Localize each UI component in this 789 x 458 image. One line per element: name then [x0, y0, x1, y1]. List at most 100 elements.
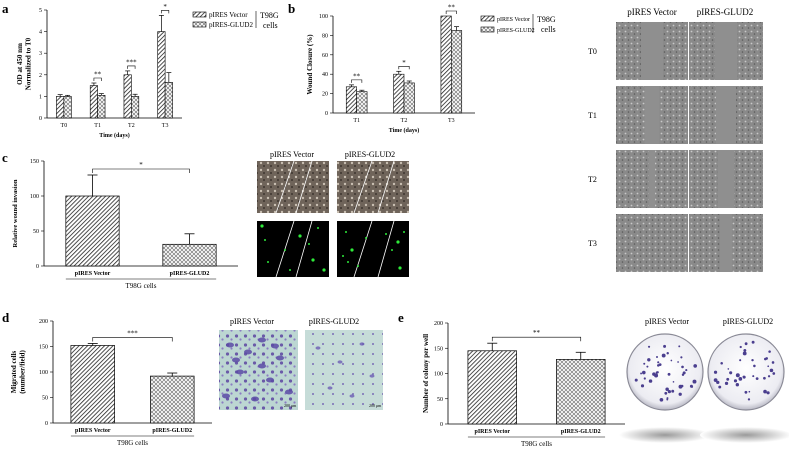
- migrated-cell: [271, 343, 279, 349]
- colony: [671, 389, 675, 393]
- wound-image-grid: pIRES Vector pIRES-GLUD2 T0 T1 T2 T3: [588, 7, 763, 272]
- colony: [724, 381, 729, 386]
- colony: [682, 371, 686, 375]
- y-tick-label: 100: [39, 370, 48, 376]
- colony: [690, 385, 694, 388]
- colony: [771, 361, 775, 364]
- significance-bracket: [92, 337, 173, 342]
- y-tick-label: 80: [322, 33, 328, 39]
- colony: [647, 358, 651, 362]
- fluorescent-cell: [298, 234, 302, 238]
- colony: [634, 378, 638, 382]
- legend-swatch-glud2: [192, 21, 207, 28]
- colony: [744, 390, 748, 394]
- legend-label-glud2: pIRES-GLUD2: [209, 21, 253, 29]
- migrated-cell: [226, 342, 234, 348]
- colony: [643, 362, 646, 365]
- significance-label: *: [163, 3, 167, 11]
- colony: [655, 371, 659, 374]
- migrated-cell: [258, 363, 266, 369]
- colony: [667, 389, 671, 394]
- dish-vector: [626, 333, 704, 411]
- colony: [657, 364, 660, 367]
- chart-c: 0 50 100 150 Relative wound invasion pIRES Ve…: [12, 159, 238, 290]
- legend-label-vector: pIRES Vector: [209, 11, 248, 19]
- colony: [666, 351, 669, 355]
- migrated-cell: [315, 346, 321, 350]
- significance-label: ***: [126, 58, 137, 66]
- scale-bar-label: 200 μm: [284, 403, 297, 408]
- legend-label-glud2: pIRES-GLUD2: [497, 28, 535, 34]
- legend-swatch-vector: [192, 11, 207, 18]
- y-tick-label: 1: [39, 94, 42, 100]
- chart-a: 0 1 2 3 4 5 OD at 450 nm Normalized to T0 T0 T1 T2…: [16, 3, 182, 139]
- dish-shadow: [700, 427, 789, 443]
- fluorescent-cell: [284, 249, 286, 251]
- fluorescent-cell: [317, 227, 319, 229]
- significance-label: **: [94, 71, 102, 79]
- x-axis-label: Time (days): [99, 132, 129, 139]
- wound-image: [616, 214, 688, 272]
- brightfield-glud2: [337, 161, 409, 213]
- bar: [164, 82, 173, 119]
- significance-bracket: [161, 10, 170, 14]
- fluorescent-cell: [260, 224, 264, 228]
- colony: [742, 375, 745, 378]
- migrated-cell: [285, 389, 293, 395]
- y-tick-label: 60: [322, 53, 328, 59]
- migrated-cell: [327, 386, 333, 390]
- transwell-image-glud2: [305, 330, 383, 410]
- colony: [657, 361, 660, 364]
- colony: [665, 387, 669, 392]
- x-tick-label: T3: [448, 118, 455, 124]
- legend-cell-word: cells: [541, 25, 556, 34]
- y-tick-label: 200: [39, 319, 48, 325]
- timepoint-label: T3: [588, 239, 597, 248]
- scratch-line: [377, 160, 395, 214]
- y-tick-label: 0: [440, 422, 443, 428]
- colony: [763, 389, 767, 394]
- x-tick-label: pIRES-GLUD2: [170, 271, 210, 277]
- colony: [751, 340, 755, 344]
- y-tick-label: 0: [325, 111, 328, 117]
- migrated-cell: [244, 349, 252, 355]
- y-tick-label: 150: [434, 346, 443, 352]
- scratch-line: [353, 160, 373, 214]
- x-tick-label: pIRES-GLUD2: [152, 428, 192, 434]
- y-axis-label: (number/field): [18, 350, 26, 394]
- colony: [742, 351, 747, 356]
- colony: [729, 371, 733, 375]
- panel-label-c: c: [2, 150, 8, 165]
- bar: [345, 86, 357, 114]
- migrated-cell: [236, 369, 244, 375]
- fluorescent-cell: [345, 231, 347, 233]
- significance-label: ***: [127, 329, 138, 337]
- wound-gap: [641, 22, 663, 80]
- legend-swatch-vector: [480, 15, 495, 22]
- y-axis-label: Relative wound invasion: [12, 179, 19, 247]
- colony-dishes: pIRES Vector pIRES-GLUD2: [619, 317, 789, 443]
- fluorescent-cell: [308, 243, 310, 245]
- colony: [735, 373, 740, 378]
- x-axis-label: T98G cells: [117, 439, 148, 447]
- fluorescent-cell: [264, 239, 266, 241]
- y-tick-label: 40: [322, 72, 328, 78]
- wound-gap: [715, 22, 737, 80]
- colony: [713, 370, 718, 374]
- colony: [755, 377, 759, 380]
- dish-glud2: [707, 333, 785, 411]
- panel-label-e: e: [398, 310, 404, 325]
- colony: [739, 359, 742, 362]
- legend-b: pIRES Vector pIRES-GLUD2 T98G cells: [480, 14, 556, 34]
- y-tick-label: 2: [39, 73, 42, 79]
- significance-label: **: [533, 329, 541, 337]
- scratch-line: [353, 220, 373, 278]
- timepoint-label: T1: [588, 111, 597, 120]
- colony: [693, 364, 698, 368]
- colony: [743, 348, 747, 352]
- bar: [157, 31, 166, 119]
- colony: [735, 383, 740, 387]
- chart-e: 0 50 100 150 200 Number of colony per well pIR…: [422, 321, 625, 448]
- y-tick-label: 3: [39, 51, 42, 57]
- significance-bracket: [491, 336, 582, 342]
